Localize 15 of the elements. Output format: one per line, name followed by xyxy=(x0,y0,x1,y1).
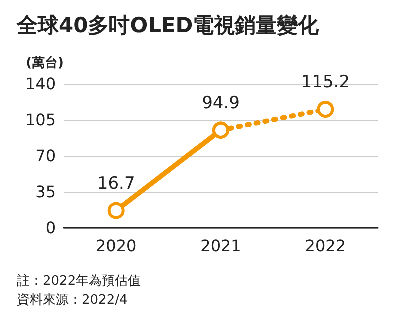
y-tick-label: 105 xyxy=(25,110,56,130)
y-axis-title: (萬台) xyxy=(26,55,64,71)
y-tick-label: 0 xyxy=(46,218,56,238)
y-tick-label: 70 xyxy=(36,146,56,166)
source-note: 資料來源：2022/4 xyxy=(17,293,128,308)
x-tick-label: 2020 xyxy=(96,236,137,256)
chart-title: 全球40多吋OLED電視銷量變化 xyxy=(16,14,320,38)
data-label: 115.2 xyxy=(301,72,350,93)
data-label: 16.7 xyxy=(97,174,136,194)
x-tick-label: 2021 xyxy=(200,236,242,256)
data-label: 94.9 xyxy=(202,93,240,114)
y-tick-label: 140 xyxy=(25,74,56,94)
text: 註：2022年為預估值 xyxy=(17,274,142,289)
y-tick-label: 35 xyxy=(36,182,56,202)
x-tick-label: 2022 xyxy=(305,236,346,256)
